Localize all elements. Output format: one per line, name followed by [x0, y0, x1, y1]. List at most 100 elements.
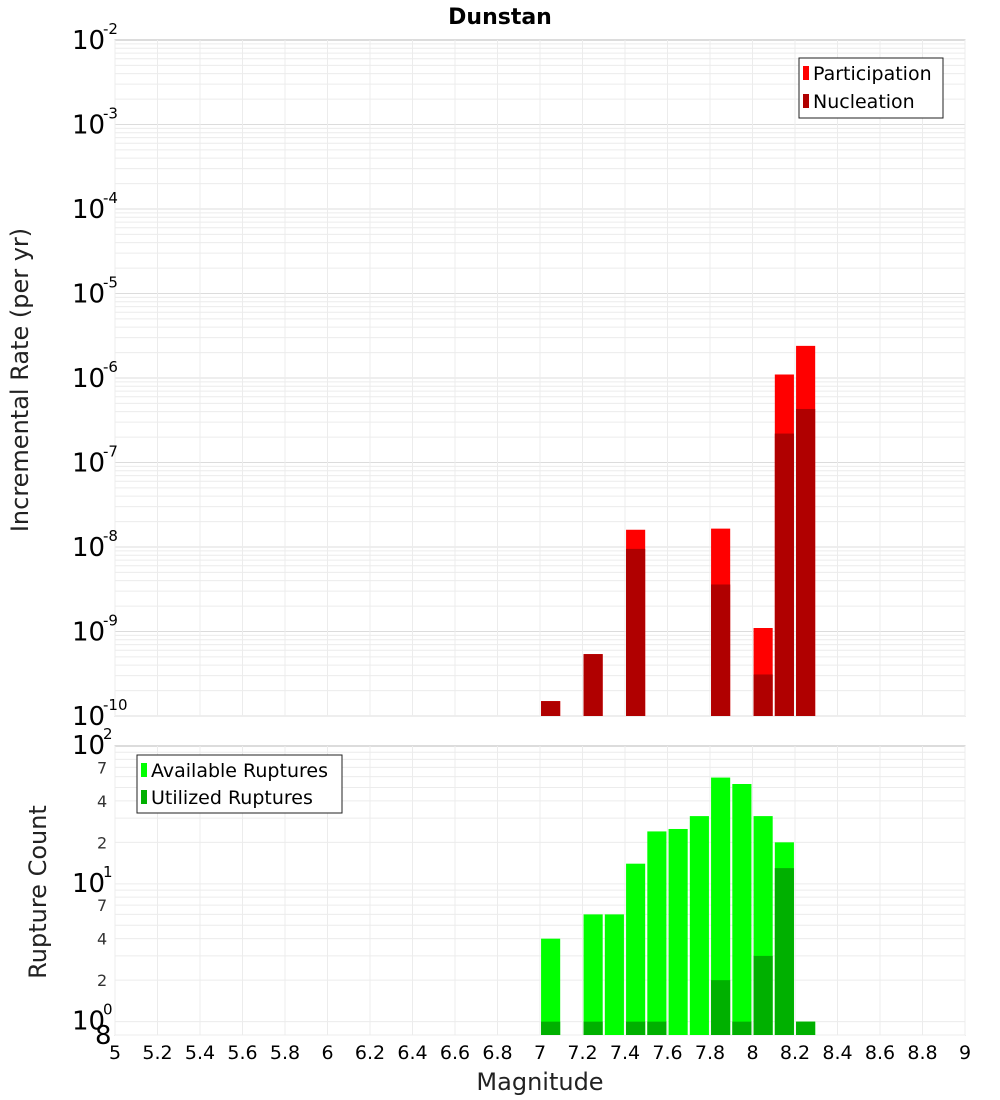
rate-y-axis-label: Incremental Rate (per yr)	[6, 228, 34, 532]
rate-y-tick-exponent: -3	[103, 105, 118, 123]
utilized-ruptures-bar	[774, 868, 794, 1035]
rate-y-tick-base: 10	[72, 26, 105, 56]
nucleation-bar	[541, 701, 561, 716]
count-y-minor-tick: 8	[95, 1021, 112, 1051]
utilized-ruptures-bar	[732, 1021, 752, 1035]
rate-legend-box	[798, 57, 944, 119]
magnitude-x-tick: 8.2	[780, 1042, 810, 1064]
available-ruptures-bar	[647, 831, 667, 1035]
nucleation-bar	[626, 548, 646, 716]
nucleation-legend-label: Nucleation	[813, 91, 915, 113]
available-ruptures-bar	[604, 914, 624, 1035]
nucleation-bar	[583, 654, 603, 716]
rate-y-tick-base: 10	[72, 449, 105, 479]
magnitude-x-tick: 5.6	[227, 1042, 257, 1064]
magnitude-x-tick: 6	[321, 1042, 333, 1064]
utilized-ruptures-bar	[711, 980, 731, 1035]
magnitude-x-tick: 9	[959, 1042, 971, 1064]
rate-y-tick-base: 10	[72, 533, 105, 563]
rate-y-tick-exponent: -4	[103, 189, 118, 207]
rate-y-tick-base: 10	[72, 111, 105, 141]
rate-grid	[114, 40, 966, 717]
magnitude-x-tick: 8	[746, 1042, 758, 1064]
x-axis-label: Magnitude	[476, 1068, 603, 1096]
participation-legend-label: Participation	[813, 63, 932, 85]
magnitude-x-tick: 5.8	[270, 1042, 300, 1064]
rate-y-tick-exponent: -2	[103, 20, 118, 38]
magnitude-x-tick: 6.6	[440, 1042, 470, 1064]
rate-y-tick-exponent: -6	[103, 358, 118, 376]
count-y-minor-tick: 7	[97, 758, 107, 777]
count-y-minor-tick: 4	[97, 930, 107, 949]
count-y-tick-exponent: 2	[103, 725, 113, 743]
available-ruptures-bar	[583, 914, 603, 1035]
utilized-ruptures-bar	[796, 1021, 816, 1035]
magnitude-x-tick: 7.8	[695, 1042, 725, 1064]
count-y-tick-base: 10	[72, 731, 105, 761]
magnitude-x-tick: 7.4	[610, 1042, 640, 1064]
count-y-tick-exponent: 1	[103, 863, 113, 881]
magnitude-x-tick: 7.2	[567, 1042, 597, 1064]
utilized-legend-label: Utilized Ruptures	[151, 787, 313, 809]
count-legend: Available Ruptures Utilized Ruptures	[136, 754, 343, 814]
magnitude-x-tick: 8.4	[822, 1042, 852, 1064]
magnitude-x-ticks: 5 5.2 5.4 5.6 5.8 6 6.2 6.4 6.6 6.8 7 7.2 7.4 7.6 7.8 8…	[109, 1042, 971, 1064]
available-ruptures-bar	[711, 777, 731, 1035]
magnitude-x-tick: 8.8	[907, 1042, 937, 1064]
magnitude-x-tick: 5.2	[142, 1042, 172, 1064]
available-ruptures-bar	[689, 816, 709, 1035]
count-y-minor-tick: 2	[97, 833, 107, 852]
rate-y-tick-exponent: -5	[103, 274, 118, 292]
count-y-tick-exponent: 0	[103, 1001, 113, 1019]
count-legend-box	[136, 754, 343, 814]
utilized-ruptures-bar	[647, 1021, 667, 1035]
utilized-ruptures-bar	[541, 1021, 561, 1035]
count-y-minor-tick: 7	[97, 896, 107, 915]
magnitude-x-tick: 7	[534, 1042, 546, 1064]
chart-title: Dunstan	[448, 5, 552, 30]
rate-y-tick-base: 10	[72, 364, 105, 394]
rate-y-tick-exponent: -8	[103, 527, 118, 545]
count-y-minor-tick: 4	[97, 792, 107, 811]
magnitude-x-tick: 6.4	[397, 1042, 427, 1064]
available-ruptures-bar	[626, 863, 646, 1035]
available-ruptures-bar	[732, 784, 752, 1035]
rate-legend: Participation Nucleation	[798, 57, 944, 119]
rate-y-tick-base: 10	[72, 702, 105, 732]
available-legend-swatch	[141, 763, 147, 777]
count-bars	[541, 777, 816, 1035]
magnitude-x-tick: 6.2	[355, 1042, 385, 1064]
available-legend-label: Available Ruptures	[151, 760, 328, 782]
magnitude-x-tick: 5	[109, 1042, 121, 1064]
count-y-tick-base: 10	[72, 1007, 105, 1037]
rate-bars	[541, 345, 816, 716]
count-y-minor-tick: 2	[97, 971, 107, 990]
utilized-legend-swatch	[141, 790, 147, 804]
nucleation-bar	[796, 408, 816, 716]
rate-y-tick-base: 10	[72, 618, 105, 648]
rate-y-tick-base: 10	[72, 280, 105, 310]
magnitude-x-tick: 7.6	[652, 1042, 682, 1064]
utilized-ruptures-bar	[626, 1021, 646, 1035]
rate-y-tick-exponent: -10	[103, 696, 128, 714]
magnitude-x-tick: 8.6	[865, 1042, 895, 1064]
magnitude-x-tick: 5.4	[185, 1042, 215, 1064]
available-ruptures-bar	[668, 828, 688, 1035]
nucleation-bar	[711, 584, 731, 716]
nucleation-bar	[753, 674, 773, 716]
rate-y-tick-exponent: -7	[103, 443, 118, 461]
count-y-tick-base: 10	[72, 869, 105, 899]
utilized-ruptures-bar	[583, 1021, 603, 1035]
nucleation-legend-swatch	[803, 94, 809, 108]
utilized-ruptures-bar	[753, 955, 773, 1035]
participation-legend-swatch	[803, 66, 809, 80]
rate-y-tick-exponent: -9	[103, 612, 118, 630]
rate-y-tick-base: 10	[72, 195, 105, 225]
available-ruptures-bar	[541, 938, 561, 1035]
nucleation-bar	[774, 433, 794, 716]
